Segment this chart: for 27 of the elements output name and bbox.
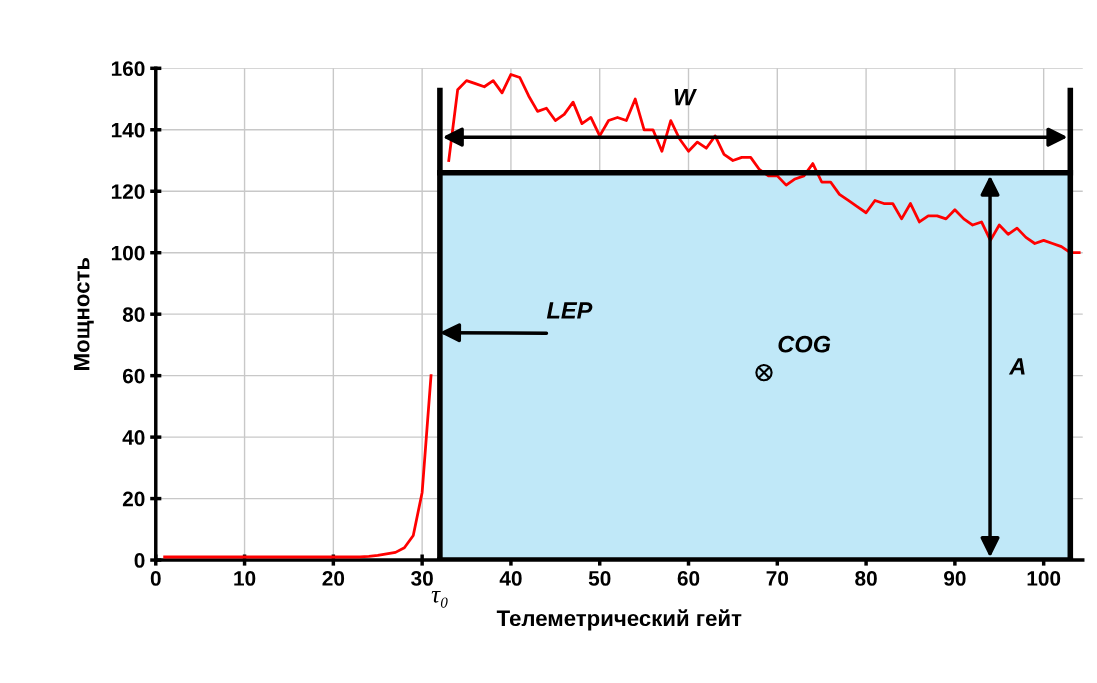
x-tick-label: 90 (944, 571, 966, 586)
x-tick-label: 100 (1027, 571, 1061, 586)
y-tick-label: 20 (122, 491, 145, 507)
y-axis-title: Мощность (74, 257, 94, 370)
y-tick-label: 160 (111, 61, 145, 77)
x-tick-label: 60 (677, 571, 700, 586)
y-tick-label: 120 (111, 184, 145, 199)
ref-line-label: τ₀ (431, 590, 448, 608)
x-tick-label: 70 (766, 571, 789, 586)
y-tick-label: 0 (134, 553, 145, 568)
y-tick-label: 60 (122, 368, 145, 384)
x-tick-label: 20 (322, 571, 345, 586)
y-tick-label: 140 (111, 122, 145, 138)
annotation: COG (778, 335, 831, 353)
annotation: LEP (546, 302, 593, 319)
x-axis-title: Телеметрический гейт (496, 609, 742, 631)
annotation: A (1008, 358, 1025, 375)
x-tick-label: 0 (150, 571, 161, 586)
y-tick-label: 100 (111, 245, 145, 261)
annotation: W (674, 88, 697, 106)
x-tick-label: 30 (411, 571, 433, 586)
x-tick-label: 80 (855, 571, 877, 586)
x-tick-label: 50 (588, 571, 611, 586)
x-tick-label: 40 (499, 571, 522, 586)
y-tick-label: 40 (122, 430, 145, 445)
y-tick-label: 80 (122, 307, 145, 322)
x-tick-label: 10 (234, 571, 256, 586)
